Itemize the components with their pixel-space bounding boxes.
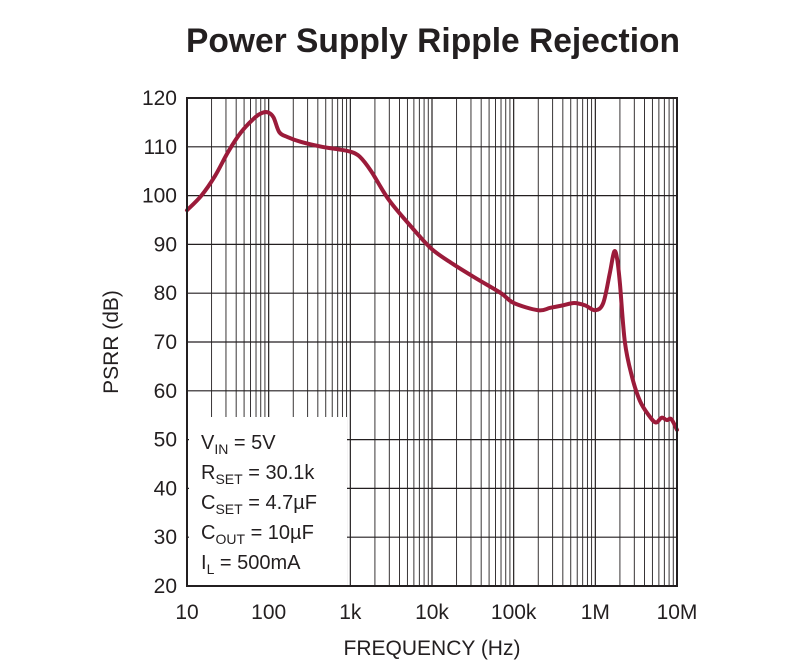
annotation-cset-sub: SET <box>215 501 243 517</box>
annotation-cset: CSET = 4.7µF <box>201 492 317 517</box>
y-tick-label: 90 <box>154 233 177 256</box>
x-tick-label: 10 <box>175 601 198 624</box>
annotation-cout: COUT = 10µF <box>201 522 314 547</box>
annotation-cout-rest: = 10µF <box>245 522 314 544</box>
annotation-background <box>189 417 347 585</box>
y-tick-label: 30 <box>154 526 177 549</box>
annotation-rset: RSET = 30.1k <box>201 462 315 487</box>
annotation-il: IL = 500mA <box>201 552 301 577</box>
annotation-box: VIN = 5V RSET = 30.1k CSET = 4.7µF COUT … <box>189 417 347 585</box>
annotation-vin-main: V <box>201 432 215 454</box>
y-tick-label: 20 <box>154 575 177 598</box>
y-tick-label: 100 <box>142 185 177 208</box>
y-tick-label: 110 <box>144 136 177 159</box>
x-tick-label: 10M <box>657 601 698 624</box>
x-tick-label: 1k <box>339 601 362 624</box>
annotation-cout-sub: OUT <box>215 531 245 547</box>
annotation-rset-sub: SET <box>215 471 243 487</box>
tick-labels: 20 30 40 50 60 70 80 90 100 110 120 10 100 1k 10k 100k 1… <box>142 87 697 624</box>
x-tick-label: 10k <box>415 601 449 624</box>
y-tick-label: 80 <box>154 282 177 305</box>
annotation-vin-sub: IN <box>214 441 228 457</box>
annotation-cout-main: C <box>201 522 215 544</box>
psrr-series-line <box>185 110 679 432</box>
series-layer <box>185 110 679 432</box>
annotation-vin-rest: = 5V <box>228 432 276 454</box>
y-tick-label: 40 <box>154 477 177 500</box>
plot-frame <box>186 97 678 587</box>
annotation-rset-main: R <box>201 462 215 484</box>
y-tick-label: 70 <box>154 331 177 354</box>
x-tick-label: 100 <box>251 601 286 624</box>
annotation-vin: VIN = 5V <box>201 432 276 457</box>
x-tick-label: 1M <box>581 601 610 624</box>
annotation-rset-rest: = 30.1k <box>243 462 316 484</box>
x-axis-label: FREQUENCY (Hz) <box>344 637 521 660</box>
y-axis-label: PSRR (dB) <box>100 290 123 394</box>
annotation-cset-rest: = 4.7µF <box>243 492 317 514</box>
chart-title: Power Supply Ripple Rejection <box>186 22 680 60</box>
y-tick-label: 120 <box>142 87 177 110</box>
annotation-cset-main: C <box>201 492 215 514</box>
x-tick-label: 100k <box>491 601 537 624</box>
annotation-il-sub: L <box>207 561 215 577</box>
y-tick-label: 60 <box>154 380 177 403</box>
y-tick-label: 50 <box>154 429 177 452</box>
annotation-il-main: I <box>201 552 207 574</box>
annotation-il-rest: = 500mA <box>214 552 301 574</box>
